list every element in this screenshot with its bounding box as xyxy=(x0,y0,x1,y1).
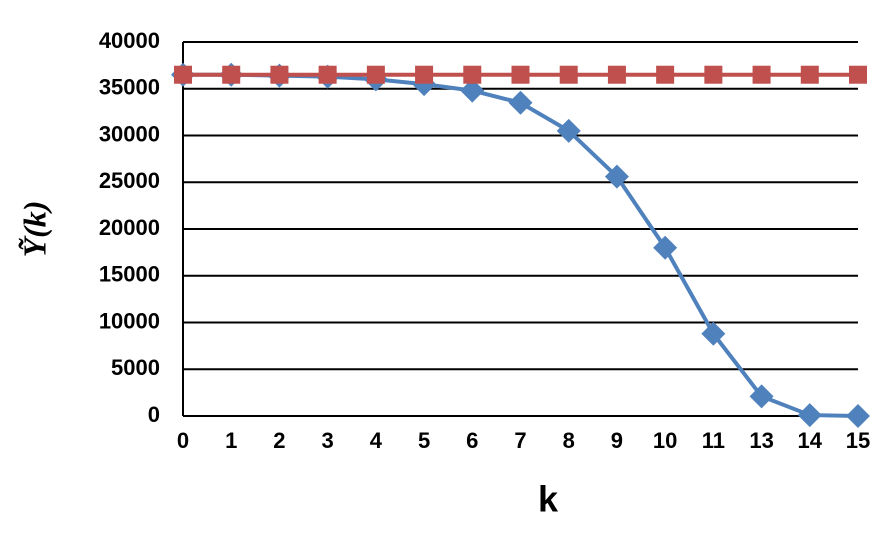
y-tick-label: 40000 xyxy=(99,28,160,53)
marker xyxy=(174,65,192,84)
marker xyxy=(511,65,530,84)
marker xyxy=(604,164,629,189)
marker xyxy=(846,404,870,428)
marker xyxy=(701,321,726,346)
x-tick-label: 1 xyxy=(225,428,237,453)
marker xyxy=(752,65,771,84)
x-tick-label: 15 xyxy=(846,428,870,453)
marker xyxy=(270,65,289,84)
y-tick-label: 0 xyxy=(148,402,160,427)
x-tick-label: 14 xyxy=(798,428,823,453)
marker xyxy=(704,65,723,84)
x-tick-label: 10 xyxy=(653,428,677,453)
x-tick-label: 7 xyxy=(514,428,526,453)
x-tick-label: 6 xyxy=(466,428,478,453)
y-tick-label: 15000 xyxy=(99,262,160,287)
marker xyxy=(607,65,626,84)
marker xyxy=(800,65,819,84)
x-tick-label: 4 xyxy=(370,428,383,453)
y-tick-label: 5000 xyxy=(111,355,160,380)
marker xyxy=(508,90,533,115)
y-tick-label: 35000 xyxy=(99,75,160,100)
marker xyxy=(556,118,581,143)
marker xyxy=(749,384,774,409)
marker xyxy=(463,65,482,84)
x-tick-label: 8 xyxy=(563,428,575,453)
x-axis-label: k xyxy=(538,479,559,520)
y-tick-label: 25000 xyxy=(99,168,160,193)
x-tick-label: 13 xyxy=(749,428,773,453)
marker xyxy=(797,403,822,428)
marker xyxy=(460,78,485,103)
y-tick-label: 30000 xyxy=(99,121,160,146)
marker xyxy=(415,65,434,84)
x-tick-label: 9 xyxy=(611,428,623,453)
marker xyxy=(653,235,678,260)
x-tick-label: 11 xyxy=(702,428,725,453)
y-axis-label: Ỹ(k) xyxy=(16,201,52,258)
x-tick-label: 5 xyxy=(418,428,430,453)
x-tick-label: 0 xyxy=(177,428,189,453)
marker xyxy=(222,65,241,84)
x-tick-label: 3 xyxy=(322,428,334,453)
marker xyxy=(849,65,867,84)
marker xyxy=(656,65,675,84)
y-tick-label: 20000 xyxy=(99,215,160,240)
marker xyxy=(559,65,578,84)
marker xyxy=(366,65,385,84)
x-tick-label: 2 xyxy=(273,428,285,453)
marker xyxy=(318,65,337,84)
y-tick-label: 10000 xyxy=(99,308,160,333)
series-line xyxy=(183,72,859,418)
